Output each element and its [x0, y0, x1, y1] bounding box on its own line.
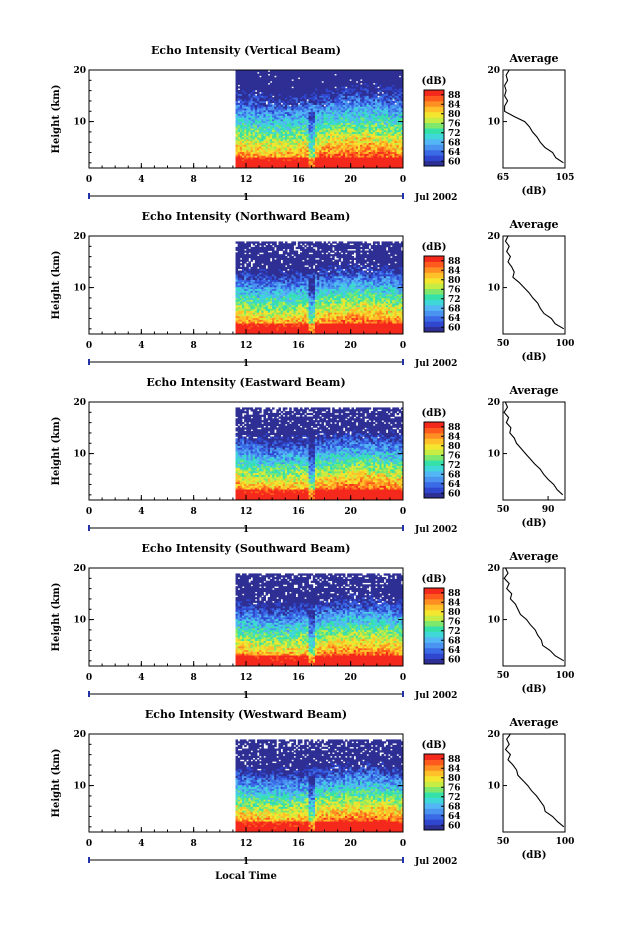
heatmap-cells [236, 70, 404, 168]
panel-title: Echo Intensity (Vertical Beam) [151, 44, 341, 57]
heatmap-cells [236, 241, 404, 334]
colorbar-tick-label: 84 [448, 100, 461, 110]
colorbar-tick-label: 80 [448, 110, 461, 120]
average-y-tick-label: 20 [487, 66, 500, 76]
colorbar-swatch [424, 155, 444, 161]
average-title: Average [508, 52, 558, 65]
panel-title: Echo Intensity (Northward Beam) [142, 210, 351, 223]
colorbar-label: (dB) [422, 76, 447, 87]
day-label: 1 [243, 193, 249, 203]
y-tick-label: 20 [73, 66, 86, 76]
colorbar-tick-label: 64 [448, 148, 461, 158]
average-frame [503, 70, 565, 168]
colorbar-tick-label: 76 [448, 119, 461, 129]
colorbar-tick-label: 60 [448, 157, 461, 167]
x-tick-label: 4 [138, 175, 144, 185]
x-tick-label: 0 [86, 175, 92, 185]
x-tick-label: 8 [191, 175, 197, 185]
y-axis-label: Height (km) [51, 85, 62, 154]
colorbar-tick-label: 68 [448, 138, 461, 148]
average-x-tick-label: 105 [556, 173, 575, 183]
x-tick-label: 0 [400, 175, 406, 185]
colorbar-swatch [424, 95, 444, 101]
colorbar-swatch [424, 133, 444, 139]
average-profile-line [505, 70, 564, 163]
average-x-label: (dB) [522, 186, 547, 197]
x-tick-label: 12 [240, 175, 253, 185]
colorbar-swatch [424, 144, 444, 150]
colorbar-tick-label: 72 [448, 129, 461, 139]
colorbar-tick-label: 88 [448, 91, 461, 101]
colorbar-swatch [424, 150, 444, 156]
date-label: Jul 2002 [414, 193, 457, 203]
x-tick-label: 20 [344, 175, 357, 185]
colorbar-swatch [424, 106, 444, 112]
colorbar-swatch [424, 112, 444, 118]
average-y-tick-label: 10 [487, 118, 500, 128]
x-tick-label: 16 [292, 175, 305, 185]
y-tick-label: 10 [73, 118, 86, 128]
average-x-tick-label: 65 [497, 173, 510, 183]
colorbar-swatch [424, 117, 444, 123]
